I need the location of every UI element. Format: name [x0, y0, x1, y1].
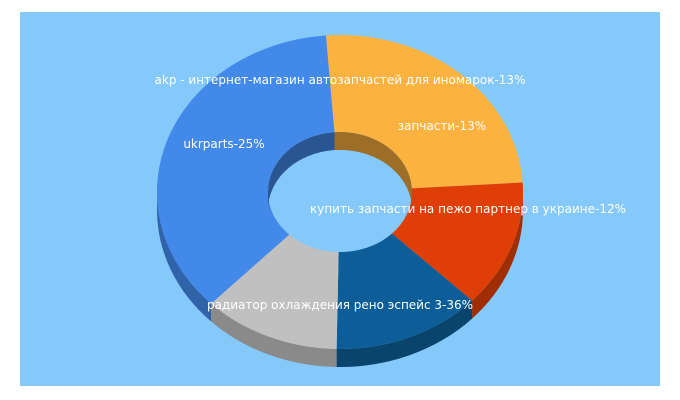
slice-labels: радиатор охлаждения рено эспейс 3-36% ukr… — [155, 73, 626, 312]
slice-label-4: купить запчасти на пежо партнер в украин… — [310, 202, 626, 216]
slice-side-2 — [472, 192, 523, 319]
donut-slices — [157, 34, 523, 349]
slice-side-4 — [211, 303, 337, 367]
slice-inner-wall-0 — [268, 132, 335, 210]
slice-label-0: радиатор охлаждения рено эспейс 3-36% — [207, 298, 473, 312]
slice-side-0 — [157, 192, 212, 322]
slice-label-3: запчасти-13% — [398, 119, 486, 133]
donut-hole — [268, 132, 412, 252]
slice-2 — [391, 182, 523, 301]
donut-sides — [157, 192, 523, 368]
slice-label-2: akp - интернет-магазин автозапчастей для… — [155, 73, 526, 87]
slice-3 — [336, 233, 473, 349]
donut-hole-floor — [268, 150, 412, 252]
slice-inner-wall-1 — [334, 132, 412, 207]
slice-label-1: ukrparts-25% — [183, 137, 264, 151]
slice-1 — [325, 34, 523, 189]
slice-0 — [157, 35, 335, 304]
slice-4 — [211, 234, 339, 349]
slice-side-3 — [336, 300, 473, 368]
